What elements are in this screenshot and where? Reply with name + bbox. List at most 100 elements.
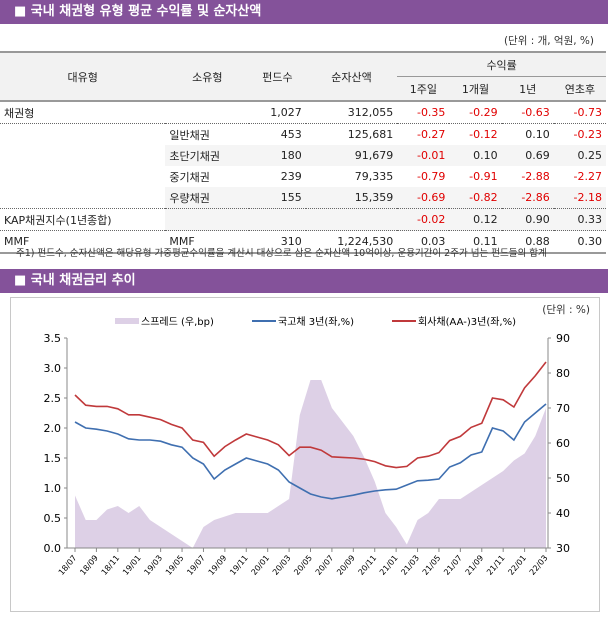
y-right-tick-label: 90 xyxy=(556,332,570,345)
cell-funds xyxy=(249,208,306,231)
header-1m: 1개월 xyxy=(449,76,502,101)
cell-y1: 0.69 xyxy=(501,145,554,166)
x-tick-label: 19/01 xyxy=(121,554,143,577)
footnote: 주1) 펀드수, 순자산액은 해당유형 가중평균수익률을 계산시 대상으로 삼은… xyxy=(16,248,547,259)
cell-aum xyxy=(305,208,398,231)
y-right-tick-label: 30 xyxy=(556,542,570,555)
x-tick-label: 21/09 xyxy=(464,554,486,577)
x-tick-label: 19/07 xyxy=(185,554,207,577)
x-tick-label: 22/01 xyxy=(506,554,528,577)
corp-bond-line xyxy=(74,361,547,469)
legend-label: 회사채(AA-)3년(좌,%) xyxy=(418,316,516,328)
cell-minor: 중기채권 xyxy=(169,170,210,184)
cell-w1: -0.27 xyxy=(416,128,446,141)
unit-label: (단위 : 개, 억원, %) xyxy=(503,35,594,47)
y-left-tick-label: 2.0 xyxy=(44,422,62,435)
cell-funds: 310 xyxy=(280,235,302,248)
cell-ytd: -2.18 xyxy=(553,187,606,209)
cell-m1: 0.11 xyxy=(473,235,498,248)
x-tick-label: 22/03 xyxy=(528,554,550,577)
cell-y1: 0.10 xyxy=(525,128,550,141)
cell-ytd: 0.33 xyxy=(553,208,606,231)
x-tick-label: 18/11 xyxy=(100,554,122,577)
cell-w1: -0.01 xyxy=(397,145,450,166)
x-tick-label: 21/11 xyxy=(485,554,507,577)
section-title-returns: ■ 국내 채권형 유형 평균 수익률 및 순자산액 xyxy=(0,0,608,24)
y-right-tick-label: 60 xyxy=(556,437,570,450)
cell-m1: -0.29 xyxy=(469,106,498,119)
y-left-tick-label: 3.0 xyxy=(44,362,62,375)
y-left-tick-label: 1.0 xyxy=(44,482,62,495)
cell-w1: -0.69 xyxy=(397,187,450,209)
cell-y1: -2.88 xyxy=(521,170,550,183)
x-tick-label: 21/01 xyxy=(378,554,400,577)
x-tick-label: 18/09 xyxy=(78,554,100,577)
x-tick-label: 21/07 xyxy=(442,554,464,577)
x-tick-label: 19/09 xyxy=(207,554,229,577)
cell-aum: 1,224,530 xyxy=(337,235,394,248)
cell-major: 채권형 xyxy=(4,106,35,120)
header-1y: 1년 xyxy=(501,76,554,101)
chart-frame xyxy=(10,297,600,612)
table-row: 채권형 1,027 312,055 -0.35 -0.29 -0.63 -0.73 xyxy=(0,101,606,124)
x-tick-label: 18/07 xyxy=(57,554,79,577)
x-tick-label: 20/01 xyxy=(249,554,271,577)
header-funds: 펀드수 xyxy=(249,52,306,101)
cell-minor: 일반채권 xyxy=(169,128,210,142)
cell-ytd: -0.73 xyxy=(573,106,602,119)
header-major: 대유형 xyxy=(0,52,166,101)
gov-bond-line xyxy=(74,403,547,500)
header-aum: 순자산액 xyxy=(305,52,398,101)
y-left-tick-label: 0.0 xyxy=(44,542,62,555)
cell-m1: -0.91 xyxy=(469,170,498,183)
cell-funds: 453 xyxy=(280,128,302,141)
y-left-tick-label: 0.5 xyxy=(44,512,62,525)
legend-label: 스프레드 (우,bp) xyxy=(141,316,214,328)
x-tick-label: 19/03 xyxy=(142,554,164,577)
cell-y1: -0.63 xyxy=(521,106,550,119)
cell-minor: 우량채권 xyxy=(165,187,250,209)
cell-ytd: -0.23 xyxy=(573,128,602,141)
y-right-tick-label: 40 xyxy=(556,507,570,520)
x-tick-label: 19/11 xyxy=(228,554,250,577)
cell-w1: -0.79 xyxy=(416,170,446,183)
cell-m1: -0.12 xyxy=(469,128,498,141)
cell-aum: 125,681 xyxy=(347,128,394,141)
x-tick-label: 20/09 xyxy=(335,554,357,577)
cell-m1: 0.12 xyxy=(449,208,502,231)
cell-minor xyxy=(165,208,250,231)
x-tick-label: 21/05 xyxy=(421,554,443,577)
y-right-tick-label: 80 xyxy=(556,367,570,380)
cell-m1: -0.82 xyxy=(449,187,502,209)
cell-y1: 0.90 xyxy=(501,208,554,231)
cell-y1: 0.88 xyxy=(525,235,550,248)
y-left-tick-label: 3.5 xyxy=(44,332,62,345)
chart-unit: (단위 : %) xyxy=(542,304,590,316)
spread-area xyxy=(75,380,546,548)
cell-major: KAP채권지수(1년종합) xyxy=(4,213,112,227)
y-right-tick-label: 70 xyxy=(556,402,570,415)
cell-major: MMF xyxy=(4,235,30,248)
table-row: 중기채권 239 79,335 -0.79 -0.91 -2.88 -2.27 xyxy=(0,166,606,187)
section-title-rates: ■ 국내 채권금리 추이 xyxy=(0,269,608,293)
y-left-tick-label: 1.5 xyxy=(44,452,62,465)
cell-aum: 312,055 xyxy=(347,106,394,119)
cell-w1: -0.35 xyxy=(416,106,446,119)
cell-aum: 91,679 xyxy=(305,145,398,166)
table-row: 우량채권 155 15,359 -0.69 -0.82 -2.86 -2.18 xyxy=(0,187,606,209)
legend-swatch-spread xyxy=(115,318,139,324)
cell-funds: 1,027 xyxy=(270,106,302,119)
cell-minor: 초단기채권 xyxy=(165,145,250,166)
cell-aum: 15,359 xyxy=(305,187,398,209)
cell-aum: 79,335 xyxy=(354,170,394,183)
cell-minor: MMF xyxy=(169,235,195,248)
header-ytd: 연초후 xyxy=(553,76,606,101)
cell-funds: 239 xyxy=(280,170,302,183)
y-right-tick-label: 50 xyxy=(556,472,570,485)
y-left-tick-label: 2.5 xyxy=(44,392,62,405)
cell-funds: 155 xyxy=(249,187,306,209)
x-tick-label: 20/07 xyxy=(314,554,336,577)
x-tick-label: 20/05 xyxy=(292,554,314,577)
legend-label: 국고채 3년(좌,%) xyxy=(278,316,354,328)
